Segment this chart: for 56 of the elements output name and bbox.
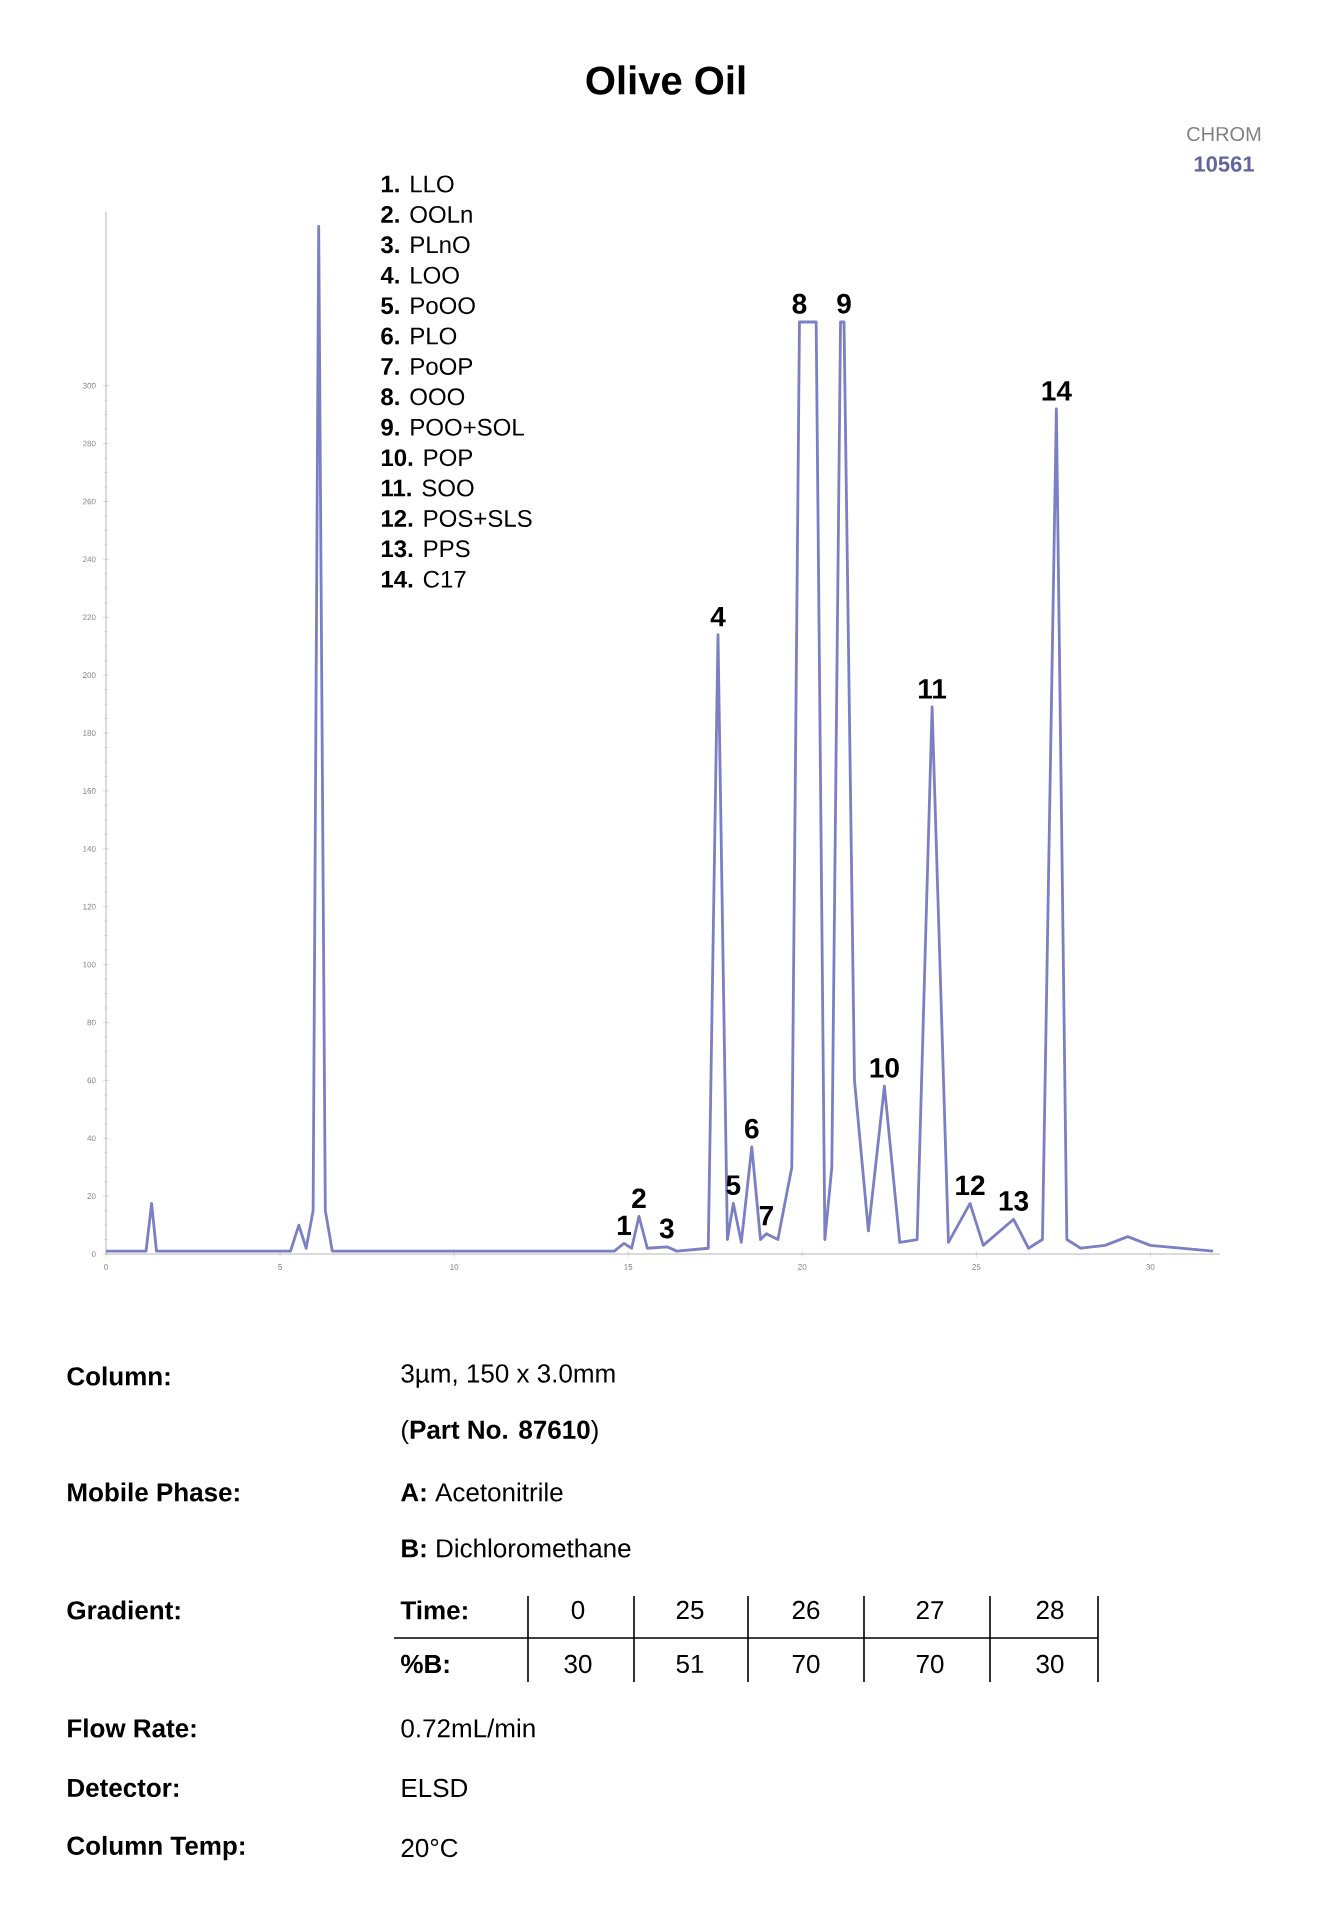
annotation: 14 (1042, 381, 1072, 401)
text: 28 (1036, 1600, 1064, 1620)
text: 0.72mL/min (401, 1718, 535, 1738)
annotation: 12 (956, 1175, 985, 1195)
annotation: 7 (759, 1206, 773, 1226)
annotation: 6. PLO (381, 327, 457, 345)
annotation: 12. POS+SLS (381, 509, 532, 527)
text: ELSD (402, 1778, 468, 1798)
annotation: 4 (710, 606, 726, 627)
text: Column: (67, 1366, 170, 1386)
annotation: 8. OOO (381, 388, 465, 406)
text: Gradient: (67, 1600, 180, 1620)
annotation: 14. C17 (381, 570, 466, 588)
annotation: 10. POP (381, 449, 473, 467)
annotation: 3 (659, 1218, 674, 1239)
annotation: 8 (792, 293, 807, 314)
text: %B: (401, 1654, 449, 1674)
annotation: 4. LOO (380, 266, 459, 284)
text: Time: (400, 1600, 467, 1620)
text: 70 (916, 1654, 944, 1674)
annotation: 5 (726, 1175, 741, 1195)
annotation: 9 (837, 293, 851, 314)
annotation: 9. POO+SOL (381, 418, 524, 436)
annotation: 11. SOO (381, 479, 474, 497)
annotation: 10 (870, 1057, 899, 1078)
text: 25 (676, 1600, 704, 1620)
text: 27 (916, 1600, 944, 1620)
annotation: 13 (999, 1191, 1029, 1211)
text: 10561 (1194, 156, 1254, 172)
text: B: Dichloromethane (402, 1538, 631, 1558)
annotation: 7. PoOP (381, 357, 473, 375)
annotation: 1 (617, 1215, 631, 1235)
text: 20°C (401, 1838, 458, 1858)
text: Column Temp: (67, 1835, 244, 1861)
text: A: Acetonitrile (401, 1482, 563, 1502)
text: Flow Rate: (68, 1718, 196, 1738)
text: 30 (564, 1654, 592, 1674)
text: (Part No. 87610) (402, 1419, 598, 1445)
text: 70 (792, 1654, 820, 1674)
text: 26 (792, 1600, 820, 1620)
text: 1. LLO (381, 175, 454, 193)
text: 30 (1036, 1654, 1064, 1674)
annotation: 6 (745, 1118, 759, 1139)
annotation: 13. PPS (381, 540, 470, 558)
annotation: 5. PoOO (381, 297, 475, 315)
text: 51 (676, 1654, 704, 1674)
text: Detector: (68, 1778, 179, 1798)
annotation: 2 (632, 1188, 646, 1208)
text: 3µm, 150 x 3.0mm (401, 1364, 615, 1388)
annotation: 3. PLnO (380, 236, 470, 254)
text: Mobile Phase: (68, 1482, 239, 1502)
text: 0 (571, 1600, 585, 1620)
chart-title: Olive Oil (586, 65, 745, 95)
annotation: 11 (919, 679, 947, 699)
annotation: 2. OOLn (381, 205, 472, 223)
text: CHROM (1187, 126, 1261, 142)
